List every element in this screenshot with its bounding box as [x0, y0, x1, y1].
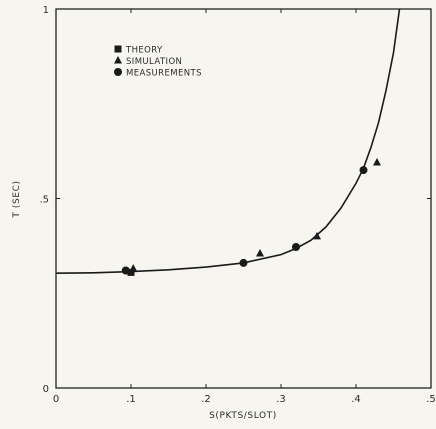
y-tick-label: 1: [43, 5, 49, 16]
plot-frame: [55, 8, 432, 389]
theory-point: [127, 268, 135, 276]
x-tick-label: .5: [426, 394, 436, 405]
simulation-legend-label: SIMULATION: [126, 57, 182, 67]
measurements-point: [239, 258, 248, 267]
measurements-legend-marker: [114, 68, 122, 76]
y-tick-label: .5: [39, 195, 49, 206]
theory-curve: [55, 8, 401, 274]
measurements-point: [292, 243, 300, 252]
simulation-legend-marker: [114, 56, 122, 64]
x-tick-label: .2: [201, 394, 211, 405]
x-axis-label: S(PKTS/SLOT): [209, 411, 277, 421]
y-tick-label: 0: [43, 384, 49, 395]
simulation-point: [373, 157, 381, 166]
x-tick-label: .1: [126, 394, 136, 405]
measurements-point: [359, 166, 368, 175]
x-tick-label: 0: [53, 394, 59, 405]
measurements-legend-label: MEASUREMENTS: [126, 69, 202, 79]
theory-legend-label: THEORY: [125, 46, 163, 56]
measurements-point: [121, 266, 130, 275]
simulation-point: [256, 248, 264, 257]
simulation-point: [129, 264, 138, 272]
theory-legend-marker: [114, 45, 122, 53]
data-points: [121, 157, 381, 276]
y-axis-label: T (SEC): [12, 180, 22, 218]
simulation-point: [313, 231, 321, 240]
x-tick-label: .4: [351, 394, 361, 405]
axis-ticks: 0 .1 .2 .3 .4 .5 0 .5 1: [39, 5, 435, 405]
x-tick-label: .3: [276, 394, 286, 405]
